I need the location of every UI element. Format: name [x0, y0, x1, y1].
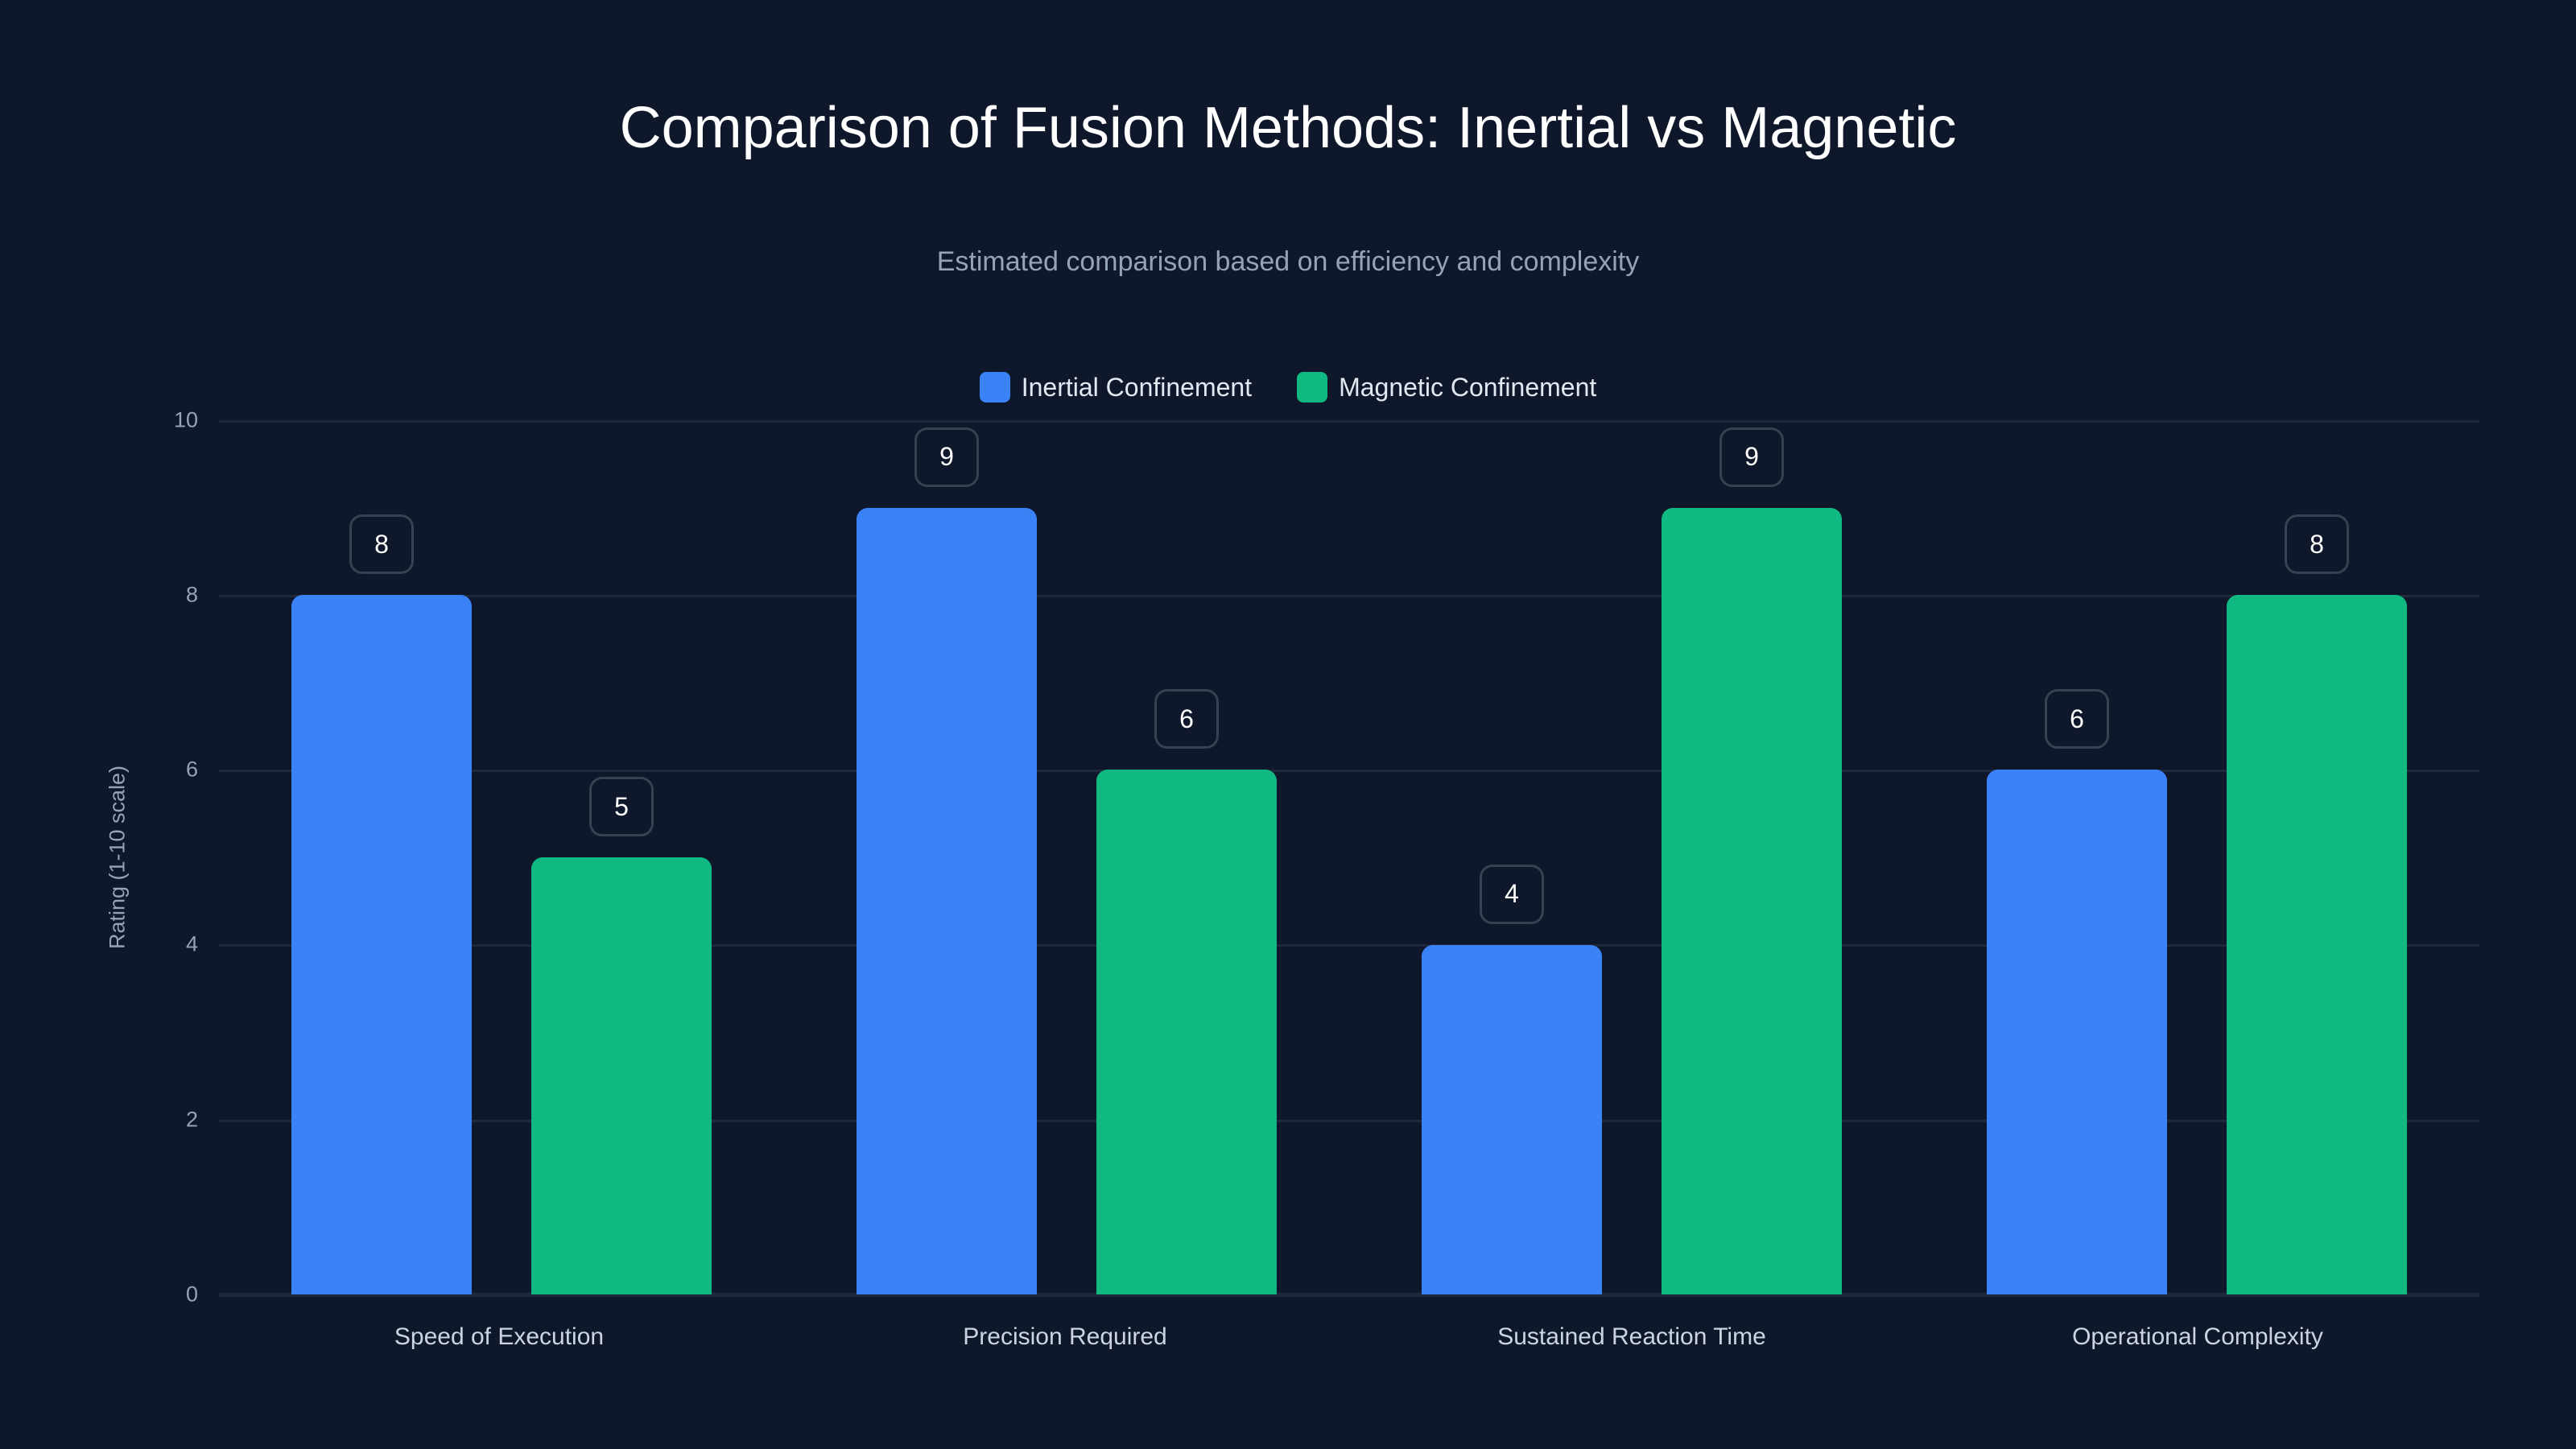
bar-inertial[interactable] — [291, 595, 472, 1294]
value-label: 9 — [914, 427, 979, 487]
y-tick-2: 2 — [185, 1107, 198, 1132]
y-tick-10: 10 — [173, 407, 198, 432]
gridline-8 — [219, 595, 2479, 597]
x-label-speed: Speed of Execution — [394, 1323, 605, 1350]
x-axis-baseline — [219, 1293, 2479, 1297]
gridline-6 — [219, 770, 2479, 772]
value-label: 8 — [349, 514, 414, 575]
bar-inertial[interactable] — [1422, 944, 1602, 1294]
x-label-complexity: Operational Complexity — [2072, 1323, 2323, 1350]
bar-inertial[interactable] — [857, 507, 1037, 1294]
chart-title: Comparison of Fusion Methods: Inertial v… — [619, 96, 1957, 160]
y-axis-title: Rating (1-10 scale) — [105, 765, 130, 950]
bar-magnetic[interactable] — [1096, 770, 1277, 1294]
legend-label-magnetic: Magnetic Confinement — [1339, 372, 1597, 402]
legend-item-inertial[interactable]: Inertial Confinement — [979, 372, 1253, 402]
value-label: 5 — [589, 777, 654, 836]
value-label: 6 — [1154, 689, 1219, 749]
value-label: 9 — [1719, 427, 1784, 487]
y-tick-4: 4 — [185, 931, 198, 956]
value-label: 4 — [1480, 864, 1544, 924]
bar-inertial[interactable] — [1987, 770, 2167, 1294]
legend-swatch-inertial — [979, 372, 1010, 402]
gridline-10 — [219, 420, 2479, 423]
value-label: 8 — [2285, 514, 2349, 575]
x-label-precision: Precision Required — [963, 1323, 1167, 1350]
gridline-4 — [219, 944, 2479, 947]
plot-area: 10 8 6 4 2 0 8 5 9 6 4 9 6 8 — [174, 408, 2479, 1307]
x-label-sustained: Sustained Reaction Time — [1497, 1323, 1766, 1350]
gridline-2 — [219, 1120, 2479, 1122]
legend-label-inertial: Inertial Confinement — [1021, 372, 1253, 402]
value-label: 6 — [2045, 689, 2109, 749]
bar-magnetic[interactable] — [1662, 507, 1842, 1294]
legend-swatch-magnetic — [1297, 372, 1328, 402]
legend: Inertial Confinement Magnetic Confinemen… — [0, 372, 2576, 402]
y-tick-8: 8 — [185, 582, 198, 607]
bar-magnetic[interactable] — [2227, 595, 2407, 1294]
y-tick-6: 6 — [185, 757, 198, 782]
bar-magnetic[interactable] — [531, 857, 712, 1294]
chart-subtitle: Estimated comparison based on efficiency… — [936, 246, 1640, 277]
legend-item-magnetic[interactable]: Magnetic Confinement — [1297, 372, 1596, 402]
y-tick-0: 0 — [185, 1282, 198, 1307]
